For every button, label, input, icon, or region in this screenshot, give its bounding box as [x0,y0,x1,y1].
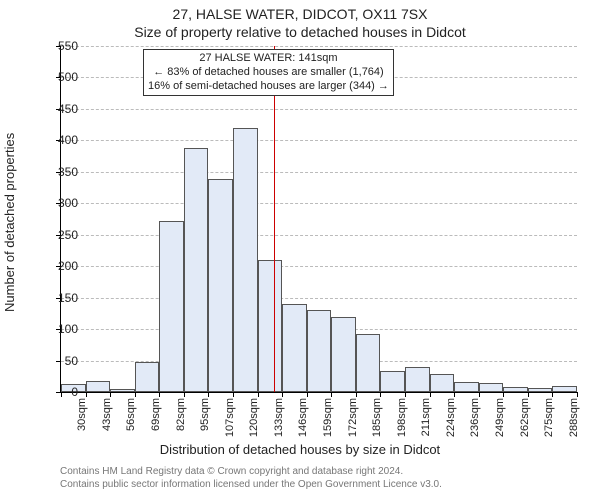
ytick-label: 250 [42,228,78,242]
xtick-label: 262sqm [519,398,531,437]
xtick-mark [208,392,209,397]
histogram-bar [430,374,455,392]
xtick-label: 172sqm [347,398,359,437]
histogram-bar [356,334,381,392]
xtick-mark [380,392,381,397]
chart-title-sub: Size of property relative to detached ho… [0,24,600,40]
chart-title-main: 27, HALSE WATER, DIDCOT, OX11 7SX [0,6,600,22]
xtick-mark [430,392,431,397]
xtick-mark [503,392,504,397]
footer-line-2: Contains public sector information licen… [60,479,442,492]
x-axis-label: Distribution of detached houses by size … [0,442,600,457]
histogram-bar [282,304,307,392]
xtick-label: 249sqm [494,398,506,437]
annotation-line: ← 83% of detached houses are smaller (1,… [148,66,389,80]
histogram-bar [331,317,356,392]
histogram-bar [110,389,135,392]
ytick-label: 50 [42,354,78,368]
xtick-mark [307,392,308,397]
xtick-label: 69sqm [150,398,162,431]
xtick-mark [258,392,259,397]
gridline [61,109,577,110]
xtick-label: 224sqm [445,398,457,437]
xtick-label: 211sqm [420,398,432,436]
xtick-mark [405,392,406,397]
y-axis-label: Number of detached properties [2,133,17,312]
ytick-label: 100 [42,322,78,336]
xtick-mark [331,392,332,397]
histogram-bar [454,382,479,392]
histogram-bar [479,383,504,392]
ytick-label: 200 [42,259,78,273]
xtick-label: 133sqm [273,398,285,437]
histogram-bar [258,260,283,392]
histogram-bar [380,371,405,392]
ytick-label: 500 [42,70,78,84]
gridline [61,46,577,47]
xtick-mark [135,392,136,397]
ytick-label: 0 [42,385,78,399]
xtick-mark [528,392,529,397]
xtick-label: 95sqm [199,398,211,431]
xtick-label: 56sqm [125,398,137,431]
xtick-label: 185sqm [371,398,383,437]
xtick-label: 275sqm [543,398,555,437]
xtick-mark [184,392,185,397]
histogram-bar [233,128,258,392]
xtick-label: 82sqm [175,398,187,431]
xtick-label: 159sqm [322,398,334,437]
ytick-label: 150 [42,291,78,305]
histogram-bar [307,310,332,392]
xtick-label: 288sqm [568,398,580,437]
histogram-bar [503,387,528,392]
gridline [61,172,577,173]
histogram-bar [159,221,184,392]
xtick-label: 30sqm [76,398,88,431]
gridline [61,235,577,236]
ytick-label: 300 [42,196,78,210]
xtick-label: 198sqm [396,398,408,437]
xtick-label: 43sqm [101,398,113,431]
xtick-label: 146sqm [297,398,309,437]
plot-area: 27 HALSE WATER: 141sqm← 83% of detached … [60,46,577,393]
histogram-bar [184,148,209,392]
xtick-mark [282,392,283,397]
xtick-label: 236sqm [469,398,481,437]
gridline [61,298,577,299]
gridline [61,203,577,204]
xtick-mark [552,392,553,397]
histogram-bar [528,388,553,392]
ytick-label: 450 [42,102,78,116]
histogram-bar [86,381,111,392]
annotation-line: 27 HALSE WATER: 141sqm [148,52,389,66]
ytick-label: 550 [42,39,78,53]
ytick-label: 350 [42,165,78,179]
marker-line [274,46,275,392]
xtick-label: 120sqm [248,398,260,437]
xtick-mark [110,392,111,397]
histogram-bar [135,362,160,392]
xtick-mark [577,392,578,397]
footer-line-1: Contains HM Land Registry data © Crown c… [60,466,442,479]
annotation-line: 16% of semi-detached houses are larger (… [148,80,389,94]
xtick-mark [454,392,455,397]
xtick-mark [159,392,160,397]
xtick-mark [479,392,480,397]
xtick-mark [356,392,357,397]
histogram-bar [405,367,430,392]
ytick-label: 400 [42,133,78,147]
xtick-mark [233,392,234,397]
xtick-mark [86,392,87,397]
gridline [61,140,577,141]
histogram-bar [552,386,577,392]
annotation-box: 27 HALSE WATER: 141sqm← 83% of detached … [143,49,394,96]
histogram-bar [208,179,233,392]
gridline [61,266,577,267]
footer-attribution: Contains HM Land Registry data © Crown c… [60,466,442,491]
xtick-label: 107sqm [224,398,236,437]
